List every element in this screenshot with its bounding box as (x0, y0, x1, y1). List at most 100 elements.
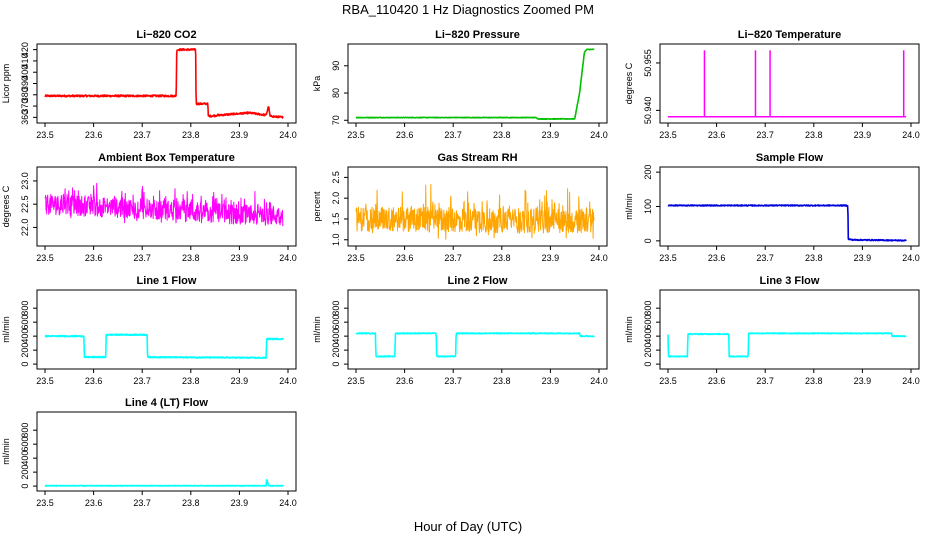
y-tick-label: 1.5 (331, 213, 341, 226)
x-tick-label: 23.9 (542, 376, 560, 386)
panel-title: Li−820 Temperature (738, 29, 841, 41)
x-tick-label: 23.9 (854, 253, 872, 263)
x-tick-label: 24.0 (279, 130, 297, 140)
y-tick-label: 23.0 (20, 172, 30, 190)
series-line (667, 332, 907, 358)
y-tick-label: 70 (331, 115, 341, 125)
y-tick-label: 800 (20, 301, 30, 316)
y-axis-label: ml/min (624, 316, 634, 343)
x-tick-label: 24.0 (590, 376, 608, 386)
panel-5: Gas Stream RH percent 23.5 23.6 23.7 23.8 23.9… (312, 152, 608, 263)
panel-title: Line 2 Flow (448, 275, 508, 287)
y-tick-label: 200 (643, 343, 653, 358)
series-line (44, 182, 284, 227)
x-tick-label: 23.5 (347, 253, 365, 263)
x-tick-label: 23.5 (659, 376, 677, 386)
panel-9: Line 3 Flow ml/min 23.5 23.6 23.7 23.8 23.9 24.… (624, 275, 920, 386)
y-tick-label: 50.940 (643, 97, 653, 125)
x-tick-label: 23.5 (659, 130, 677, 140)
x-tick-label: 23.5 (36, 130, 54, 140)
x-tick-label: 23.7 (756, 253, 774, 263)
x-tick-label: 23.6 (85, 130, 103, 140)
x-tick-label: 23.9 (542, 130, 560, 140)
y-axis-label: ml/min (624, 193, 634, 220)
x-tick-label: 23.7 (444, 376, 462, 386)
x-tick-label: 23.6 (85, 498, 103, 508)
y-axis-label: percent (312, 191, 322, 222)
series-line (44, 47, 284, 120)
x-tick-label: 23.6 (708, 253, 726, 263)
x-tick-label: 23.6 (708, 130, 726, 140)
plot-frame (659, 166, 920, 247)
x-tick-label: 23.7 (133, 376, 151, 386)
x-tick-label: 23.9 (854, 376, 872, 386)
plot-frame (659, 289, 920, 370)
x-tick-label: 23.7 (756, 130, 774, 140)
y-tick-label: 400 (20, 451, 30, 466)
x-tick-label: 23.9 (231, 376, 249, 386)
y-tick-label: 90 (331, 61, 341, 71)
y-tick-label: 400 (331, 329, 341, 344)
y-tick-label: 200 (20, 343, 30, 358)
x-tick-label: 23.5 (36, 498, 54, 508)
y-tick-label: 420 (20, 42, 30, 57)
x-tick-label: 23.8 (182, 253, 200, 263)
y-tick-label: 400 (20, 329, 30, 344)
x-tick-label: 23.9 (854, 130, 872, 140)
y-tick-label: 50.955 (643, 49, 653, 77)
panel-7: Line 1 Flow ml/min 23.5 23.6 23.7 23.8 23.9 24.… (1, 275, 297, 386)
x-tick-label: 23.9 (231, 130, 249, 140)
x-tick-label: 23.8 (493, 253, 511, 263)
y-tick-label: 600 (643, 315, 653, 330)
y-tick-label: 200 (643, 165, 653, 180)
panel-title: Li−820 CO2 (136, 29, 196, 41)
x-tick-label: 23.6 (396, 376, 414, 386)
y-tick-label: 400 (20, 65, 30, 80)
x-tick-label: 23.6 (396, 130, 414, 140)
y-tick-label: 22.0 (20, 219, 30, 237)
y-axis-label: kPa (312, 76, 322, 92)
panel-title: Li−820 Pressure (435, 29, 520, 41)
y-tick-label: 0 (643, 238, 653, 243)
x-tick-label: 24.0 (902, 376, 920, 386)
panel-title: Line 4 (LT) Flow (125, 397, 208, 409)
y-tick-label: 22.5 (20, 195, 30, 213)
series-line (355, 48, 595, 120)
y-tick-label: 80 (331, 88, 341, 98)
y-tick-label: 410 (20, 53, 30, 68)
plot-frame (347, 166, 608, 247)
plot-frame (347, 43, 608, 124)
y-tick-label: 1.0 (331, 234, 341, 247)
y-tick-label: 800 (643, 301, 653, 316)
y-axis-label: Licor ppm (1, 64, 11, 104)
y-tick-label: 0 (331, 362, 341, 367)
x-tick-label: 24.0 (590, 253, 608, 263)
x-tick-label: 23.8 (182, 130, 200, 140)
x-tick-label: 23.5 (36, 376, 54, 386)
panel-title: Sample Flow (756, 152, 824, 164)
y-tick-label: 2.0 (331, 192, 341, 205)
x-tick-label: 23.6 (708, 376, 726, 386)
panel-10: Line 4 (LT) Flow ml/min 23.5 23.6 23.7 23.8 23… (1, 397, 297, 508)
x-tick-label: 23.8 (493, 376, 511, 386)
x-tick-label: 24.0 (902, 253, 920, 263)
x-tick-label: 23.7 (133, 130, 151, 140)
panel-title: Gas Stream RH (437, 152, 517, 164)
x-tick-label: 23.7 (444, 253, 462, 263)
series-line (667, 204, 907, 242)
plot-frame (36, 411, 297, 492)
x-tick-label: 23.6 (396, 253, 414, 263)
y-tick-label: 0 (20, 484, 30, 489)
x-tick-label: 23.9 (231, 498, 249, 508)
x-tick-label: 23.8 (182, 498, 200, 508)
x-tick-label: 23.8 (805, 253, 823, 263)
panel-title: Line 1 Flow (137, 275, 197, 287)
y-axis-label: degrees C (624, 62, 634, 104)
figure-title: RBA_110420 1 Hz Diagnostics Zoomed PM (342, 2, 594, 17)
y-tick-label: 370 (20, 99, 30, 114)
x-tick-label: 24.0 (279, 498, 297, 508)
y-tick-label: 200 (20, 465, 30, 480)
panel-title: Line 3 Flow (760, 275, 820, 287)
x-tick-label: 23.5 (347, 130, 365, 140)
